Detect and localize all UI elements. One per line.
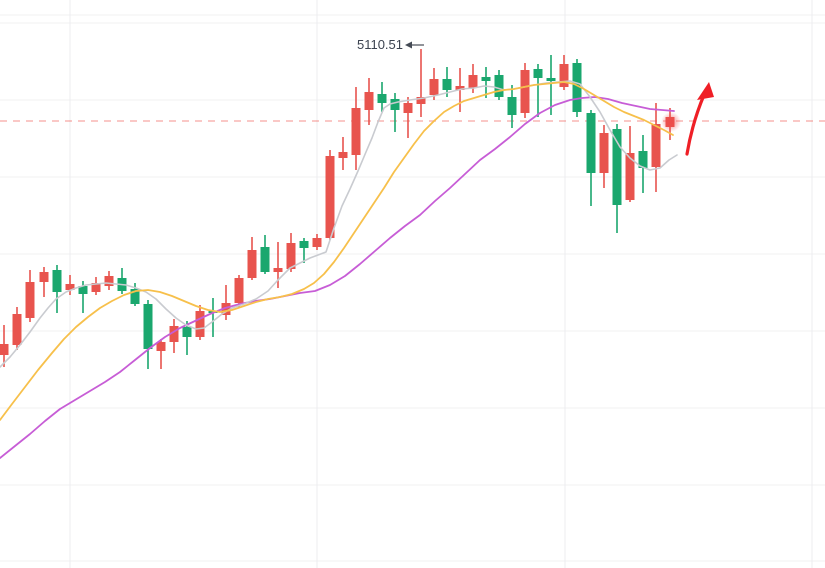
- candle-body: [481, 77, 491, 81]
- candle-body: [91, 283, 101, 292]
- candle-body: [572, 63, 582, 112]
- candle-body: [299, 241, 309, 248]
- candle-body: [260, 247, 270, 272]
- candle-body: [273, 268, 283, 272]
- annotations-layer: 5110.51: [357, 37, 714, 156]
- candle-body: [586, 113, 596, 173]
- candle-body: [625, 153, 635, 200]
- candles-layer: [0, 49, 675, 369]
- candle-body: [12, 314, 22, 345]
- up-arrow-icon: [697, 82, 714, 100]
- candle-body: [221, 303, 231, 315]
- candle-body: [143, 304, 153, 349]
- candle-body: [494, 75, 504, 97]
- candle-body: [39, 272, 49, 282]
- candle-body: [286, 243, 296, 269]
- candle-body: [312, 238, 322, 247]
- candle-body: [416, 97, 426, 104]
- trend-arrow-shaft: [685, 93, 706, 156]
- candle-body: [612, 129, 622, 205]
- candle-body: [182, 327, 192, 337]
- candle-body: [507, 97, 517, 115]
- candle-body: [0, 344, 9, 355]
- last-candle-glow-marker: [661, 112, 681, 132]
- candle-body: [65, 284, 75, 290]
- candle-body: [364, 92, 374, 110]
- candle-body: [247, 250, 257, 278]
- candle-body: [351, 108, 361, 155]
- candle-body: [390, 99, 400, 110]
- left-arrowhead-icon: [405, 41, 412, 49]
- current-price-glow-icon: [661, 112, 681, 132]
- candle-body: [403, 103, 413, 113]
- candle-body: [169, 326, 179, 342]
- candle-body: [78, 286, 88, 294]
- candle-body: [429, 79, 439, 95]
- ma-mid-yellow-line: [0, 81, 674, 421]
- candle-body: [104, 276, 114, 286]
- candle-body: [559, 64, 569, 87]
- candle-body: [651, 124, 661, 167]
- high-price-label: 5110.51: [357, 37, 403, 52]
- candle-body: [234, 278, 244, 303]
- candle-body: [195, 311, 205, 337]
- candle-body: [546, 78, 556, 81]
- candle-body: [130, 289, 140, 304]
- candle-body: [25, 282, 35, 318]
- candle-body: [468, 75, 478, 88]
- candle-body: [520, 70, 530, 113]
- moving-averages-layer: [0, 80, 678, 459]
- candle-body: [338, 152, 348, 158]
- candle-body: [599, 133, 609, 173]
- ma-slow-purple-line: [0, 96, 675, 459]
- candle-body: [377, 94, 387, 103]
- candle-body: [442, 79, 452, 90]
- candle-body: [325, 156, 335, 238]
- candle-body: [533, 69, 543, 78]
- candle-body: [455, 86, 465, 90]
- ma-fast-gray-line: [0, 80, 678, 368]
- candle-body: [52, 270, 62, 292]
- candle-body: [156, 342, 166, 351]
- candle-body: [638, 151, 648, 168]
